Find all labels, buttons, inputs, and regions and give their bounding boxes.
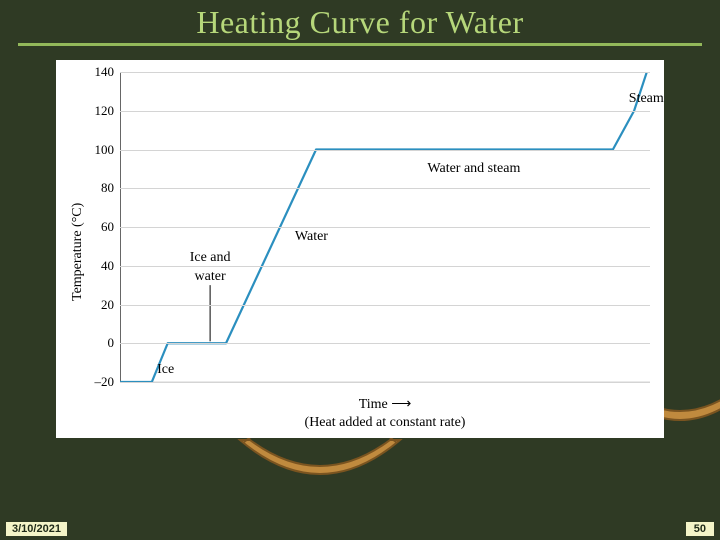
y-tick: 0: [108, 335, 121, 351]
scale-left-pan: [230, 430, 410, 510]
y-tick: 60: [101, 219, 120, 235]
grid-line: [120, 382, 650, 383]
region-label: Ice: [157, 362, 174, 378]
slide: Heating Curve for Water Temperature (°C)…: [0, 0, 720, 540]
region-label: Water and steam: [427, 161, 520, 177]
grid-line: [120, 72, 650, 73]
y-tick: 20: [101, 297, 120, 313]
y-tick: 140: [95, 64, 121, 80]
y-tick: 40: [101, 258, 120, 274]
x-axis-label: Time ⟶ (Heat added at constant rate): [120, 396, 650, 431]
region-label: Ice and: [190, 250, 231, 266]
x-axis-label-line2: (Heat added at constant rate): [120, 414, 650, 432]
grid-line: [120, 227, 650, 228]
grid-line: [120, 305, 650, 306]
region-label: Steam: [629, 91, 664, 107]
grid-line: [120, 188, 650, 189]
y-tick: 80: [101, 180, 120, 196]
grid-line: [120, 111, 650, 112]
x-axis-label-line1: Time ⟶: [120, 396, 650, 414]
pan-bowl: [240, 440, 400, 474]
title-underline: [18, 43, 702, 46]
title-wrap: Heating Curve for Water: [0, 0, 720, 46]
region-label: water: [195, 269, 226, 285]
grid-line: [120, 150, 650, 151]
slide-title: Heating Curve for Water: [196, 4, 523, 41]
y-axis-label: Temperature (°C): [70, 203, 86, 301]
plot-area: –20020406080100120140IceIce andwaterWate…: [120, 72, 650, 382]
y-tick: –20: [95, 374, 121, 390]
y-tick: 120: [95, 103, 121, 119]
footer-date: 3/10/2021: [6, 522, 67, 536]
grid-line: [120, 343, 650, 344]
chart-panel: Temperature (°C) –20 0 20 40 60 80 100 120 140 Ic…: [56, 60, 664, 438]
footer-page: 50: [686, 522, 714, 536]
y-tick: 100: [95, 142, 121, 158]
region-label: Water: [295, 229, 328, 245]
